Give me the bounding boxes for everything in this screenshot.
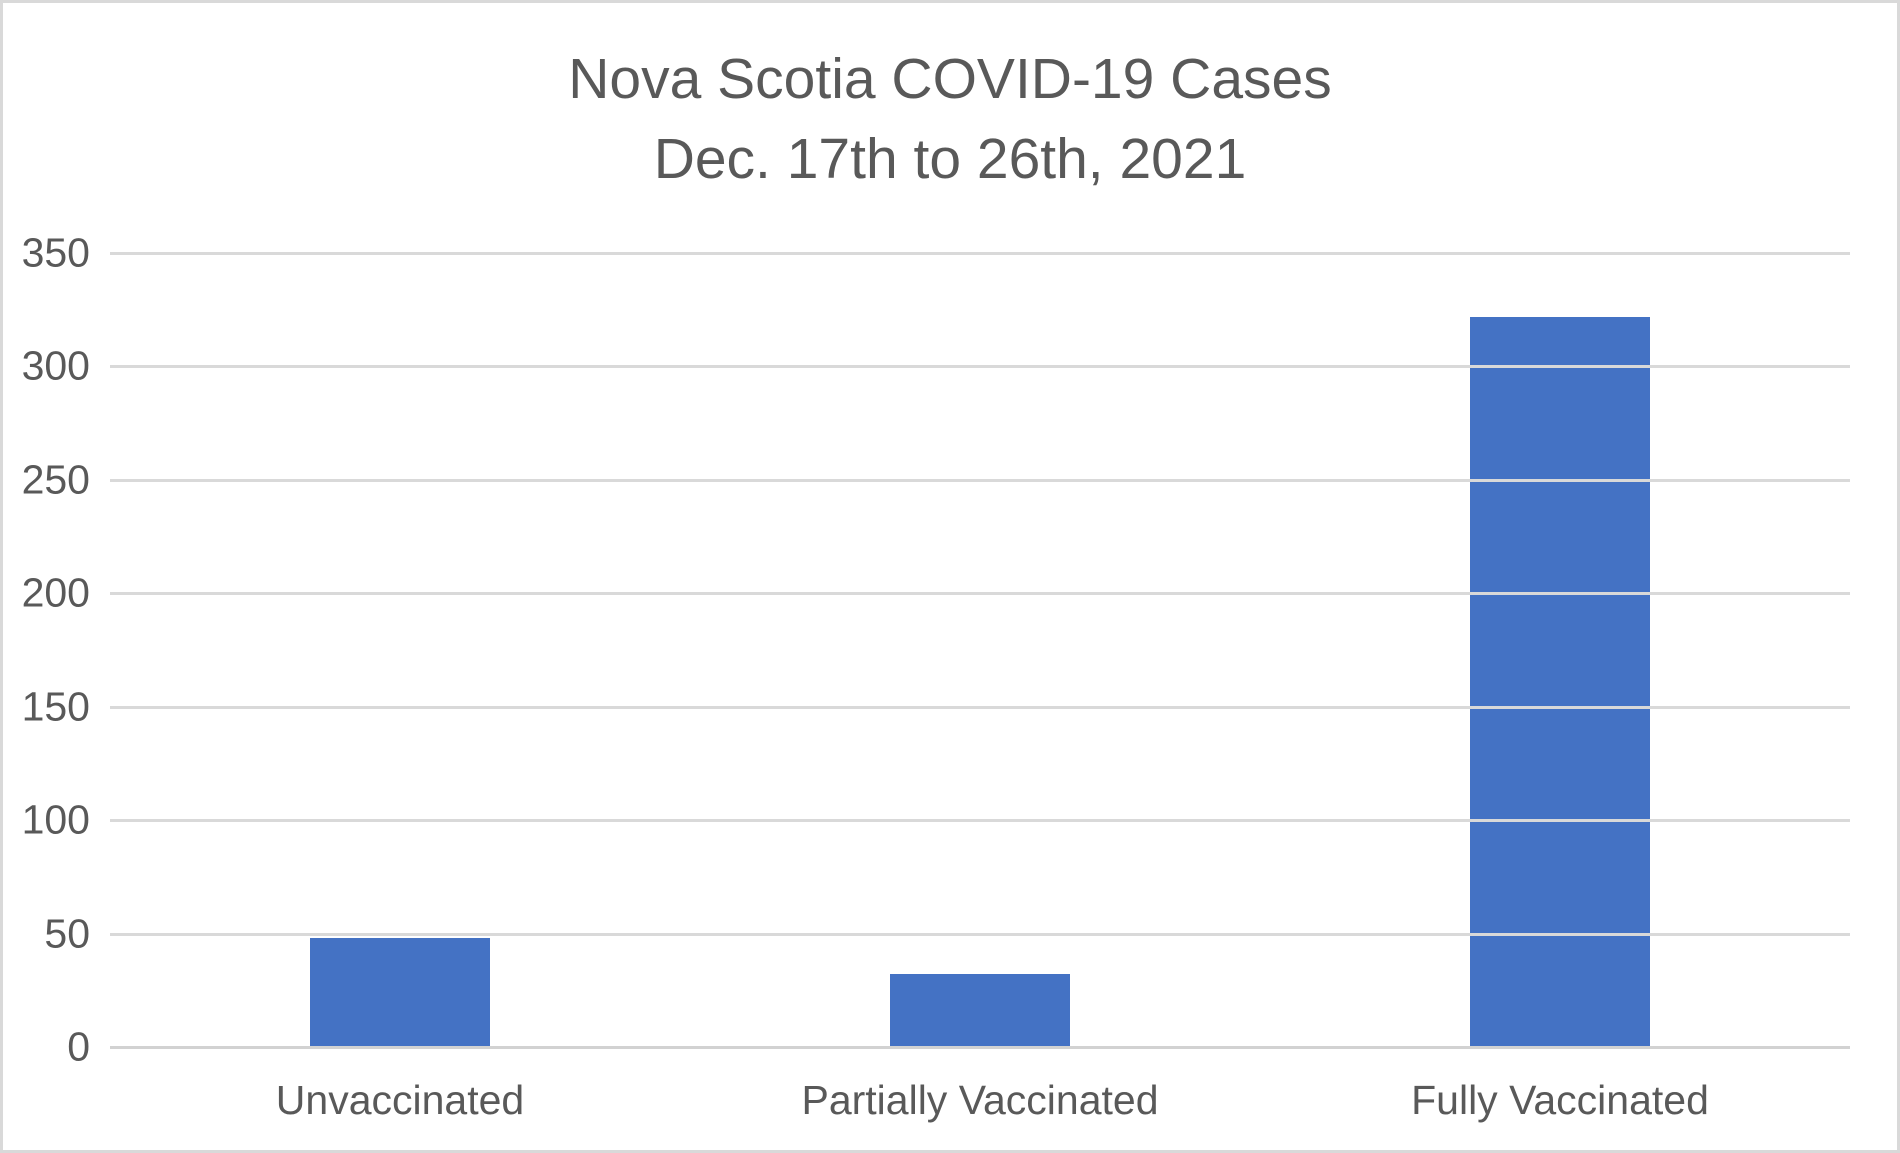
gridline-y-300 <box>110 365 1850 369</box>
y-axis-tick-label-0: 0 <box>67 1023 90 1070</box>
x-category-label-unvaccinated: Unvaccinated <box>275 1077 525 1123</box>
y-axis-tick-label-150: 150 <box>21 683 90 730</box>
plot-area: 350 300 250 200 150 100 50 0 <box>22 230 1850 1070</box>
gridline-y-350 <box>110 252 1850 255</box>
chart-title-line-2: Dec. 17th to 26th, 2021 <box>653 127 1247 191</box>
bar-series <box>110 253 1850 1047</box>
bar-band-1 <box>690 253 1270 1047</box>
gridline-y-200 <box>110 592 1850 596</box>
y-axis-tick-label-100: 100 <box>21 796 90 843</box>
gridline-y-100 <box>110 819 1850 823</box>
bar-band-2 <box>1270 253 1850 1047</box>
x-category-label-partially-vaccinated: Partially Vaccinated <box>801 1077 1159 1123</box>
gridline-y-150 <box>110 705 1850 709</box>
bar-fully-vaccinated <box>1470 316 1650 1047</box>
bar-unvaccinated <box>310 938 490 1047</box>
chart-title-line-1: Nova Scotia COVID-19 Cases <box>568 47 1332 111</box>
y-axis-tick-label-200: 200 <box>21 569 90 616</box>
x-category-label-fully-vaccinated: Fully Vaccinated <box>1411 1077 1709 1123</box>
gridline-y-50 <box>110 932 1850 936</box>
bar-band-0 <box>110 253 690 1047</box>
x-axis-labels: Unvaccinated Partially Vaccinated Fully Va… <box>110 1075 1850 1125</box>
y-axis-tick-label-300: 300 <box>21 342 90 389</box>
y-axis-tick-label-50: 50 <box>44 910 90 957</box>
x-axis-line <box>110 1046 1850 1049</box>
gridline-y-250 <box>110 478 1850 482</box>
y-axis-tick-label-350: 350 <box>21 229 90 276</box>
bar-partially-vaccinated <box>890 974 1070 1047</box>
y-axis-tick-label-250: 250 <box>21 456 90 503</box>
chart-title: Nova Scotia COVID-19 Cases Dec. 17th to … <box>3 39 1897 199</box>
